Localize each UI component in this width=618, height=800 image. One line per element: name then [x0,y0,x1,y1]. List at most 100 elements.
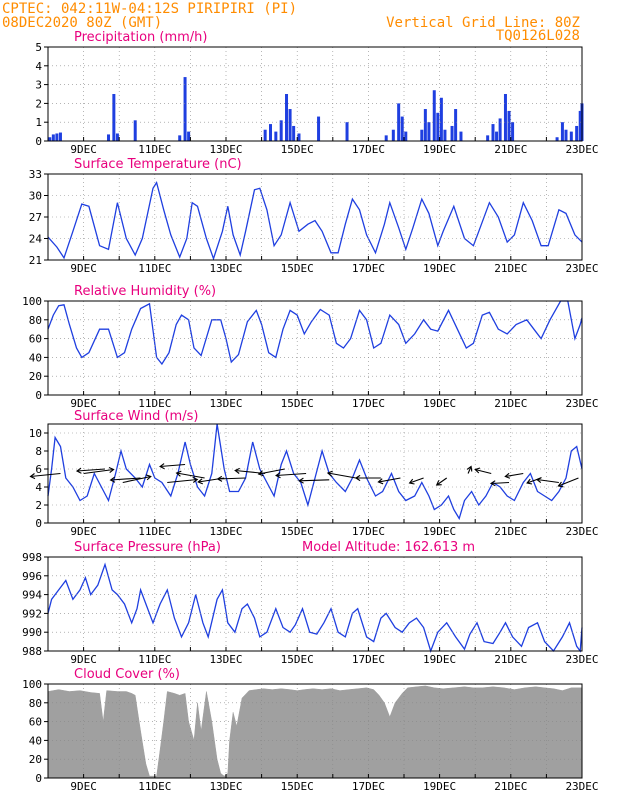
precip-bar [427,122,431,141]
wind-vector [160,463,186,468]
precip-bar [279,120,283,141]
y-tick-label: 30 [29,190,42,203]
x-tick-label: 15DEC [281,780,314,793]
wind-vector-head [192,476,199,483]
precip-bar [436,112,440,141]
x-tick-label: 13DEC [209,143,242,156]
precip-bar [420,129,424,141]
y-tick-label: 0 [35,135,42,148]
y-tick-label: 40 [29,734,42,747]
wind-vector-head [474,467,481,474]
wind-vector-head [408,478,415,485]
x-tick-label: 13DEC [209,262,242,275]
y-tick-label: 60 [29,333,42,346]
wind-vector [475,468,492,475]
y-tick-label: 5 [35,41,42,54]
x-tick-label: 9DEC [70,653,97,666]
precip-bar [400,116,404,141]
header-grid-line: Vertical Grid Line: 80Z [386,15,580,31]
header-station: CPTEC: 042:11W-04:12S PIRIPIRI (PI) [2,1,297,17]
precip-bar [564,129,568,141]
precip-bar [391,129,395,141]
precip-bar [317,116,321,141]
panel-rh: Relative Humidity (%) 0 20 40 60 80 100 9DEC 11D… [22,284,598,410]
wind-vector-head [354,474,361,482]
panel-title-precip: Precipitation (mm/h) [74,30,207,45]
wind-vector-head [298,477,304,484]
panel-title-pres: Surface Pressure (hPa) [74,540,221,555]
x-tick-label: 23DEC [565,397,598,410]
y-tick-label: 33 [29,168,42,181]
wind-vector-head [216,475,223,482]
panel-temp: Surface Temperature (nC) 21 24 27 30 33 9DEC 11… [29,157,599,275]
x-tick-label: 17DEC [352,262,385,275]
x-tick-label: 15DEC [281,653,314,666]
precip-bar [345,122,349,141]
wind-vector-head [197,478,204,485]
precip-bar [183,77,187,141]
x-tick-label: 23DEC [565,780,598,793]
precip-bar [269,124,272,141]
x-tick-label: 21DEC [494,653,527,666]
wind-vector [490,481,510,485]
x-tick-label: 17DEC [352,143,385,156]
x-tick-label: 11DEC [138,143,171,156]
y-tick-label: 992 [22,607,42,620]
precip-bar [459,131,463,141]
x-tick-label: 19DEC [423,262,456,275]
precip-bar [58,132,62,141]
wind-vector-head [466,465,473,472]
precip-bar [495,131,499,141]
precip-bar [450,125,454,141]
wind-vector-head [489,480,496,487]
panel-wind: Surface Wind (m/s) 0 2 4 6 8 10 9DEC 11DEC 13DEC 1… [29,409,599,538]
precip-bar [569,131,573,141]
series-line-pres [47,562,583,654]
precip-bar [439,97,443,141]
x-tick-label: 9DEC [70,397,97,410]
precip-bar [423,109,427,141]
precip-bar [443,129,447,141]
y-tick-label: 20 [29,370,42,383]
x-tick-label: 21DEC [494,525,527,538]
precip-bar [133,120,137,141]
wind-vector [110,477,141,481]
wind-vector-head [504,472,511,479]
wind-vector [122,475,151,484]
series-line-wind [47,423,583,521]
y-tick-label: 996 [22,570,42,583]
wind-vector [83,468,114,475]
precip-bar [560,122,564,141]
header-date: 08DEC2020 80Z (GMT) [2,15,162,31]
x-tick-label: 23DEC [565,262,598,275]
precip-bar [486,135,490,141]
precip-bar [384,135,388,141]
x-tick-label: 19DEC [423,780,456,793]
wind-vector-head [75,467,82,474]
y-tick-label: 40 [29,351,42,364]
precip-bar [292,125,296,141]
y-tick-label: 990 [22,626,42,639]
x-tick-label: 11DEC [138,780,171,793]
wind-vector [76,468,105,472]
precip-bar [187,131,191,141]
precip-bar [274,131,278,141]
x-tick-label: 11DEC [138,397,171,410]
wind-vector [505,472,524,478]
y-tick-label: 0 [35,772,42,785]
y-tick-label: 998 [22,551,42,564]
x-tick-label: 15DEC [281,143,314,156]
y-tick-label: 994 [22,589,42,602]
x-tick-label: 15DEC [281,397,314,410]
panel-frame [47,556,583,652]
precip-bar [51,134,55,141]
wind-vector-head [29,473,36,480]
x-tick-label: 9DEC [70,262,97,275]
wind-vector-head [234,467,240,474]
wind-vector [378,477,401,483]
wind-vector-head [326,470,333,477]
y-tick-label: 2 [35,499,42,512]
wind-vector [467,466,472,474]
